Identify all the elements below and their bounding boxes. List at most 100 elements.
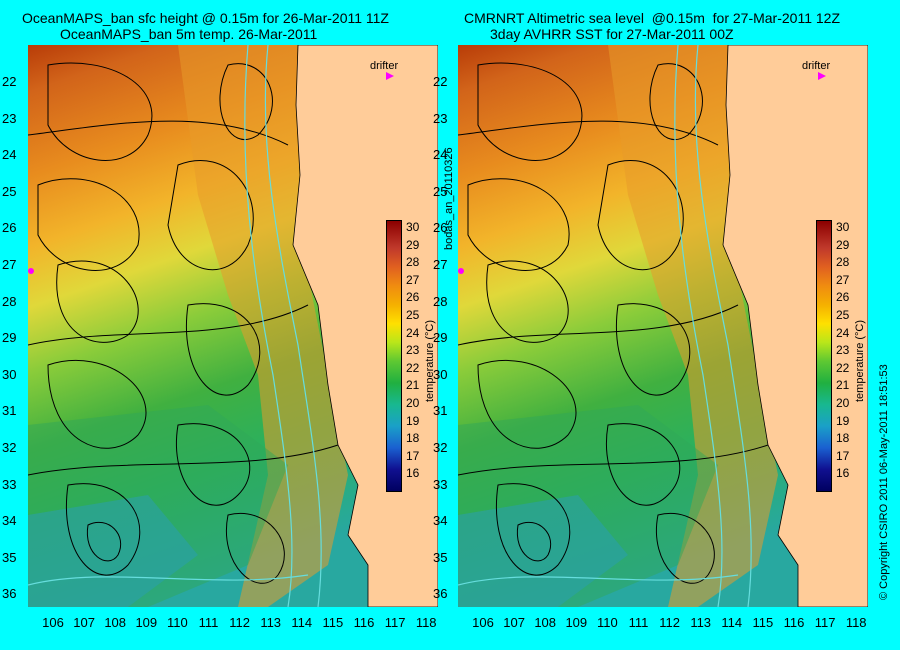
lat-label: 28 bbox=[433, 293, 448, 309]
sea-level-contour bbox=[477, 62, 583, 161]
colorbar-label: temperature (°C) bbox=[854, 319, 866, 402]
lat-label: 31 bbox=[433, 403, 448, 419]
lat-label: 30 bbox=[2, 366, 17, 382]
colorbar-tick: 16 bbox=[836, 466, 850, 481]
sea-level-contour bbox=[649, 63, 703, 141]
left-drifter-marker-icon bbox=[386, 72, 394, 80]
colorbar-tick: 20 bbox=[836, 396, 850, 410]
colorbar-scale bbox=[386, 220, 402, 492]
lon-label: 117 bbox=[384, 615, 406, 630]
colorbar-tick: 17 bbox=[406, 448, 420, 463]
colorbar-tick: 25 bbox=[836, 308, 850, 322]
bathymetry-contour bbox=[694, 45, 752, 607]
colorbar-label: temperature (°C) bbox=[424, 319, 436, 402]
cold-water-region bbox=[458, 495, 628, 607]
lon-label: 113 bbox=[260, 615, 282, 630]
lon-label: 115 bbox=[322, 615, 344, 630]
sea-level-contour bbox=[186, 303, 261, 396]
sea-level-contour bbox=[47, 62, 153, 161]
lon-label: 118 bbox=[845, 615, 867, 630]
colorbar-tick: 28 bbox=[836, 255, 850, 270]
model-run-id: bodas_an_20110326 bbox=[443, 147, 455, 250]
lon-label: 110 bbox=[597, 615, 618, 630]
lat-label: 23 bbox=[2, 110, 17, 126]
colorbar-tick: 20 bbox=[406, 396, 420, 410]
lon-label: 110 bbox=[167, 615, 188, 630]
colorbar-tick: 23 bbox=[406, 343, 420, 358]
sea-level-contour bbox=[86, 521, 122, 562]
lon-label: 112 bbox=[659, 615, 680, 630]
colorbar-scale bbox=[816, 220, 832, 492]
colorbar-tick: 27 bbox=[406, 272, 420, 287]
lat-label: 26 bbox=[2, 220, 17, 236]
lon-label: 114 bbox=[721, 615, 743, 630]
lon-label: 109 bbox=[135, 615, 158, 630]
colorbar-tick: 17 bbox=[836, 448, 850, 463]
lon-label: 111 bbox=[628, 615, 649, 630]
lat-label: 25 bbox=[2, 183, 17, 199]
lat-label: 32 bbox=[2, 440, 17, 455]
lat-label: 27 bbox=[433, 257, 448, 272]
colorbar-tick: 30 bbox=[406, 220, 420, 234]
lon-label: 108 bbox=[104, 615, 127, 630]
lat-label: 35 bbox=[433, 549, 448, 565]
cold-water-region bbox=[28, 495, 198, 607]
colorbar-tick: 29 bbox=[836, 237, 850, 252]
sea-level-contour bbox=[226, 513, 285, 584]
lon-label: 112 bbox=[229, 615, 250, 630]
drifter-position bbox=[458, 268, 464, 274]
sea-level-contour bbox=[458, 304, 739, 346]
lat-label: 34 bbox=[433, 513, 448, 529]
lon-label: 107 bbox=[73, 615, 95, 630]
left-map-panel bbox=[28, 45, 438, 607]
sea-level-contour bbox=[486, 260, 569, 343]
right-title-line2: 3day AVHRR SST for 27-Mar-2011 00Z bbox=[490, 26, 734, 42]
lat-label: 26 bbox=[433, 220, 448, 236]
right-drifter-label: drifter bbox=[802, 60, 831, 72]
sea-level-contour bbox=[606, 423, 681, 506]
lat-label: 25 bbox=[433, 183, 448, 199]
lat-label: 36 bbox=[2, 586, 17, 602]
left-drifter-label: drifter bbox=[370, 60, 399, 72]
lon-label: 118 bbox=[415, 615, 437, 630]
lat-label: 31 bbox=[2, 403, 17, 419]
sea-level-contour bbox=[28, 120, 289, 146]
bathymetry-contour bbox=[28, 574, 309, 586]
lon-label: 106 bbox=[42, 615, 64, 630]
sea-level-contour bbox=[516, 521, 552, 562]
lat-label: 33 bbox=[2, 476, 17, 492]
colorbar-tick: 21 bbox=[406, 378, 420, 393]
sea-level-contour bbox=[219, 63, 273, 141]
sea-level-contour bbox=[167, 160, 254, 271]
copyright-notice: © Copyright CSIRO 2011 06-May-2011 18:51… bbox=[878, 364, 890, 600]
colorbar-tick: 23 bbox=[836, 343, 850, 358]
lon-label: 108 bbox=[534, 615, 557, 630]
colorbar-tick: 21 bbox=[836, 378, 850, 393]
lon-label: 113 bbox=[690, 615, 712, 630]
colorbar-tick: 27 bbox=[836, 272, 850, 287]
lon-label: 111 bbox=[198, 615, 219, 630]
colorbar-tick: 25 bbox=[406, 308, 420, 322]
colorbar-tick: 18 bbox=[406, 431, 420, 446]
right-title-line1: CMRNRT Altimetric sea level @0.15m for 2… bbox=[464, 10, 841, 26]
colorbar-tick: 29 bbox=[406, 237, 420, 252]
lon-label: 109 bbox=[565, 615, 588, 630]
sea-level-contour bbox=[496, 483, 571, 576]
lat-label: 29 bbox=[433, 330, 448, 346]
colorbar-tick: 28 bbox=[406, 255, 420, 270]
sea-level-contour bbox=[458, 120, 719, 146]
colorbar-tick: 18 bbox=[836, 431, 850, 446]
sea-level-contour bbox=[28, 444, 339, 476]
lat-label: 24 bbox=[433, 147, 448, 163]
sea-level-contour bbox=[616, 303, 691, 396]
lon-label: 116 bbox=[783, 615, 805, 630]
lat-label: 33 bbox=[433, 476, 448, 492]
bathymetry-contour bbox=[264, 45, 322, 607]
lon-label: 107 bbox=[503, 615, 525, 630]
right-drifter-marker-icon bbox=[818, 72, 826, 80]
lat-label: 29 bbox=[2, 330, 17, 346]
lat-label: 36 bbox=[433, 586, 448, 602]
right-map bbox=[458, 45, 868, 607]
sea-level-contour bbox=[656, 513, 715, 584]
left-map bbox=[28, 45, 438, 607]
